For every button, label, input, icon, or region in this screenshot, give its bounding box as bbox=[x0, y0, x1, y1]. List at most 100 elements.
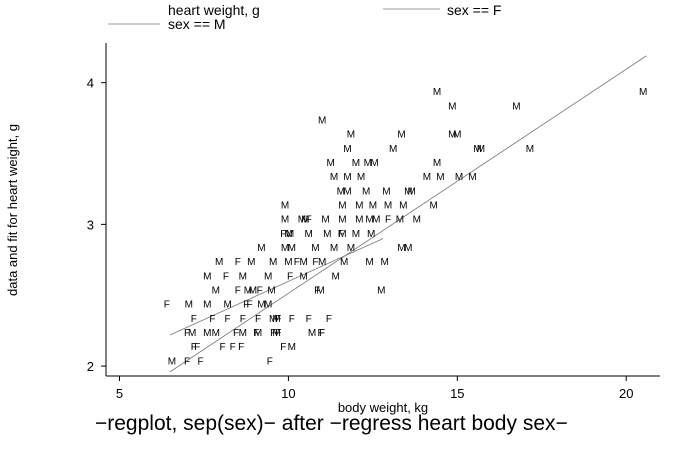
data-point-m: M bbox=[423, 172, 431, 183]
data-point-f: F bbox=[314, 286, 320, 297]
y-tick-label: 2 bbox=[87, 359, 94, 374]
data-point-m: M bbox=[272, 328, 280, 339]
data-point-f: F bbox=[338, 229, 344, 240]
data-point-m: M bbox=[223, 300, 231, 311]
data-point-m: M bbox=[347, 243, 355, 254]
data-point-m: M bbox=[382, 186, 390, 197]
data-point-m: M bbox=[288, 342, 296, 353]
data-point-f: F bbox=[238, 342, 244, 353]
data-point-f: F bbox=[326, 314, 332, 325]
data-point-m: M bbox=[337, 186, 345, 197]
legend-label-sex-m: sex == M bbox=[168, 16, 226, 32]
data-point-m: M bbox=[284, 257, 292, 268]
data-point-f: F bbox=[385, 215, 391, 226]
data-point-m: M bbox=[330, 243, 338, 254]
data-point-f: F bbox=[270, 328, 276, 339]
data-point-f: F bbox=[312, 257, 318, 268]
data-point-m: M bbox=[413, 215, 421, 226]
data-point-m: M bbox=[352, 229, 360, 240]
data-point-m: M bbox=[455, 172, 463, 183]
data-point-f: F bbox=[275, 328, 281, 339]
data-point-m: M bbox=[526, 144, 534, 155]
data-point-f: F bbox=[225, 314, 231, 325]
data-point-m: M bbox=[436, 172, 444, 183]
fit-line-sexm bbox=[169, 55, 647, 373]
data-point-f: F bbox=[191, 314, 197, 325]
data-point-f: F bbox=[194, 342, 200, 353]
data-point-m: M bbox=[639, 87, 647, 98]
data-point-m: M bbox=[389, 144, 397, 155]
data-point-m: M bbox=[477, 144, 485, 155]
data-point-f: F bbox=[280, 342, 286, 353]
legend-label-sex-f: sex == F bbox=[447, 2, 501, 18]
data-point-m: M bbox=[316, 286, 324, 297]
data-point-m: M bbox=[340, 257, 348, 268]
data-point-m: M bbox=[367, 229, 375, 240]
data-point-f: F bbox=[198, 356, 204, 367]
data-point-m: M bbox=[203, 300, 211, 311]
data-point-m: M bbox=[267, 286, 275, 297]
y-axis-label: data and fit for heart weight, g bbox=[5, 124, 20, 296]
data-point-m: M bbox=[377, 286, 385, 297]
data-point-m: M bbox=[247, 257, 255, 268]
data-point-m: M bbox=[257, 300, 265, 311]
data-point-m: M bbox=[343, 144, 351, 155]
data-point-m: M bbox=[272, 314, 280, 325]
data-point-m: M bbox=[321, 215, 329, 226]
data-point-f: F bbox=[243, 300, 249, 311]
data-point-f: F bbox=[289, 314, 295, 325]
data-point-m: M bbox=[362, 186, 370, 197]
data-point-f: F bbox=[247, 300, 253, 311]
data-point-m: M bbox=[338, 215, 346, 226]
data-point-m: M bbox=[399, 201, 407, 212]
legend: heart weight, g sex == F sex == M bbox=[108, 2, 501, 32]
data-point-m: M bbox=[404, 243, 412, 254]
data-point-f: F bbox=[287, 271, 293, 282]
x-axis-label: body weight, kg bbox=[338, 400, 428, 415]
data-point-m: M bbox=[384, 201, 392, 212]
data-point-m: M bbox=[448, 101, 456, 112]
data-point-f: F bbox=[319, 328, 325, 339]
data-point-m: M bbox=[404, 186, 412, 197]
data-point-m: M bbox=[338, 229, 346, 240]
data-point-m: M bbox=[203, 328, 211, 339]
data-point-m: M bbox=[281, 201, 289, 212]
data-point-m: M bbox=[352, 158, 360, 169]
data-point-m: M bbox=[433, 158, 441, 169]
data-point-m: M bbox=[370, 158, 378, 169]
data-point-m: M bbox=[185, 300, 193, 311]
data-point-m: M bbox=[212, 286, 220, 297]
data-point-m: M bbox=[288, 243, 296, 254]
data-point-m: M bbox=[284, 229, 292, 240]
data-point-m: M bbox=[372, 215, 380, 226]
data-point-m: M bbox=[212, 328, 220, 339]
caption: −regplot, sep(sex)− after −regress heart… bbox=[95, 412, 568, 435]
y-tick-label: 3 bbox=[87, 217, 94, 232]
data-point-f: F bbox=[191, 342, 197, 353]
data-point-m: M bbox=[323, 229, 331, 240]
data-point-m: M bbox=[355, 201, 363, 212]
data-point-m: M bbox=[318, 116, 326, 127]
data-point-f: F bbox=[233, 328, 239, 339]
data-point-m: M bbox=[239, 328, 247, 339]
data-point-m: M bbox=[281, 243, 289, 254]
data-point-f: F bbox=[280, 229, 286, 240]
data-point-m: M bbox=[512, 101, 520, 112]
data-point-m: M bbox=[355, 215, 363, 226]
data-point-m: M bbox=[433, 87, 441, 98]
data-point-m: M bbox=[257, 243, 265, 254]
x-tick-label: 15 bbox=[450, 386, 464, 401]
data-point-m: M bbox=[343, 172, 351, 183]
data-point-m: M bbox=[311, 243, 319, 254]
data-point-m: M bbox=[286, 229, 294, 240]
data-point-m: M bbox=[365, 215, 373, 226]
data-point-m: M bbox=[369, 201, 377, 212]
data-point-m: M bbox=[305, 229, 313, 240]
data-point-f: F bbox=[255, 314, 261, 325]
data-point-m: M bbox=[215, 257, 223, 268]
data-point-f: F bbox=[275, 314, 281, 325]
x-tick-label: 10 bbox=[281, 386, 295, 401]
data-point-m: M bbox=[244, 286, 252, 297]
